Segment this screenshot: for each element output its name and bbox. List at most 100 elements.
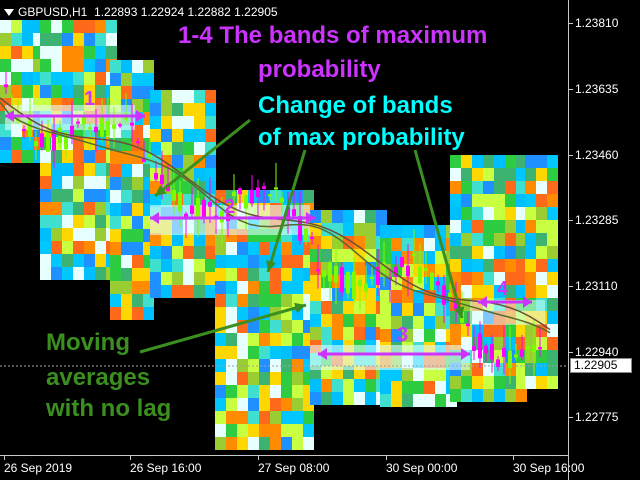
- band-cell: [84, 59, 95, 72]
- band-cell: [310, 223, 321, 236]
- band-cell: [547, 207, 558, 220]
- band-cell: [248, 346, 259, 359]
- annotation-ma-line2: averages: [46, 364, 151, 391]
- band-cell: [413, 238, 424, 251]
- band-cell: [161, 246, 172, 259]
- candle-body: [448, 292, 452, 299]
- band-cell: [73, 72, 84, 85]
- band-cell: [343, 249, 354, 262]
- band-cell: [51, 59, 62, 72]
- price-tick: [569, 155, 573, 156]
- band-cell: [121, 177, 132, 190]
- time-label: 26 Sep 16:00: [130, 461, 202, 475]
- band-cell: [33, 150, 44, 163]
- candle-body: [4, 84, 8, 88]
- band-cell: [321, 379, 332, 392]
- band-cell: [472, 168, 483, 181]
- band-cell: [237, 359, 248, 372]
- band-cell: [461, 194, 472, 207]
- band-cell: [84, 72, 95, 85]
- band-cell: [0, 98, 11, 111]
- band-cell: [62, 267, 73, 280]
- candle-body: [418, 266, 422, 283]
- candle-body: [346, 271, 350, 294]
- band-cell: [483, 155, 494, 168]
- band-cell: [161, 194, 172, 207]
- band-cell: [62, 163, 73, 176]
- band-cell: [183, 259, 194, 272]
- band-cell: [402, 225, 413, 238]
- band-cell: [270, 229, 281, 242]
- band-cell: [270, 398, 281, 411]
- band-cell: [483, 246, 494, 259]
- band-cell: [132, 242, 143, 255]
- band-cell: [365, 223, 376, 236]
- candle-body: [538, 347, 542, 350]
- ohlc-values: 1.22893 1.22924 1.22882 1.22905: [94, 5, 278, 19]
- band-cell: [343, 223, 354, 236]
- band-cell: [183, 272, 194, 285]
- band-cell: [332, 392, 343, 405]
- band-cell: [494, 259, 505, 272]
- band-cell: [132, 151, 143, 164]
- time-label: 30 Sep 00:00: [386, 461, 458, 475]
- band-cell: [226, 411, 237, 424]
- band-cell: [143, 307, 154, 320]
- band-cell: [270, 372, 281, 385]
- band-cell: [143, 229, 154, 242]
- band-cell: [321, 288, 332, 301]
- band-cell: [310, 327, 321, 340]
- band-cell: [281, 359, 292, 372]
- band-cell: [547, 363, 558, 376]
- band-cell: [40, 59, 51, 72]
- band-cell: [62, 202, 73, 215]
- band-cell: [95, 33, 106, 46]
- band-cell: [525, 233, 536, 246]
- band-cell: [536, 259, 547, 272]
- time-axis[interactable]: 26 Sep 2019 26 Sep 16:00 27 Sep 08:00 30…: [0, 455, 584, 480]
- band-cell: [450, 220, 461, 233]
- band-cell: [205, 103, 216, 116]
- pointer-arrow-head: [454, 306, 465, 318]
- time-label: 26 Sep 2019: [4, 461, 73, 475]
- time-label: 30 Sep 16:00: [513, 461, 585, 475]
- dropdown-triangle-icon[interactable]: [4, 9, 14, 17]
- time-tick: [258, 456, 259, 460]
- band-cell: [516, 168, 527, 181]
- band-cell: [110, 229, 121, 242]
- band-cell: [292, 320, 303, 333]
- band-cell: [281, 281, 292, 294]
- band-cell: [110, 268, 121, 281]
- band-cell: [472, 207, 483, 220]
- band-cell: [73, 202, 84, 215]
- band-cell: [365, 366, 376, 379]
- band-cell: [547, 324, 558, 337]
- band-cell: [40, 33, 51, 46]
- band-cell: [51, 33, 62, 46]
- price-tick: [569, 417, 573, 418]
- candle-body: [430, 272, 434, 291]
- band-cell: [270, 268, 281, 281]
- band-cell: [11, 150, 22, 163]
- band-cell: [461, 207, 472, 220]
- band-cell: [143, 216, 154, 229]
- band-cell: [472, 259, 483, 272]
- band-cell: [22, 33, 33, 46]
- price-axis[interactable]: 1.23810 1.23635 1.23460 1.23285 1.23110 …: [568, 0, 640, 480]
- band-cell: [424, 368, 435, 381]
- band-cell: [525, 181, 536, 194]
- band-cell: [0, 20, 11, 33]
- plot-area[interactable]: [0, 0, 568, 455]
- band-cell: [505, 194, 516, 207]
- band-cell: [215, 242, 226, 255]
- band-cell: [461, 168, 472, 181]
- band-cell: [259, 372, 270, 385]
- band-cell: [215, 437, 226, 450]
- band-cell: [84, 20, 95, 33]
- band-cell: [483, 337, 494, 350]
- band-cell: [132, 268, 143, 281]
- band-cell: [51, 124, 62, 137]
- band-cell: [132, 216, 143, 229]
- band-cell: [51, 46, 62, 59]
